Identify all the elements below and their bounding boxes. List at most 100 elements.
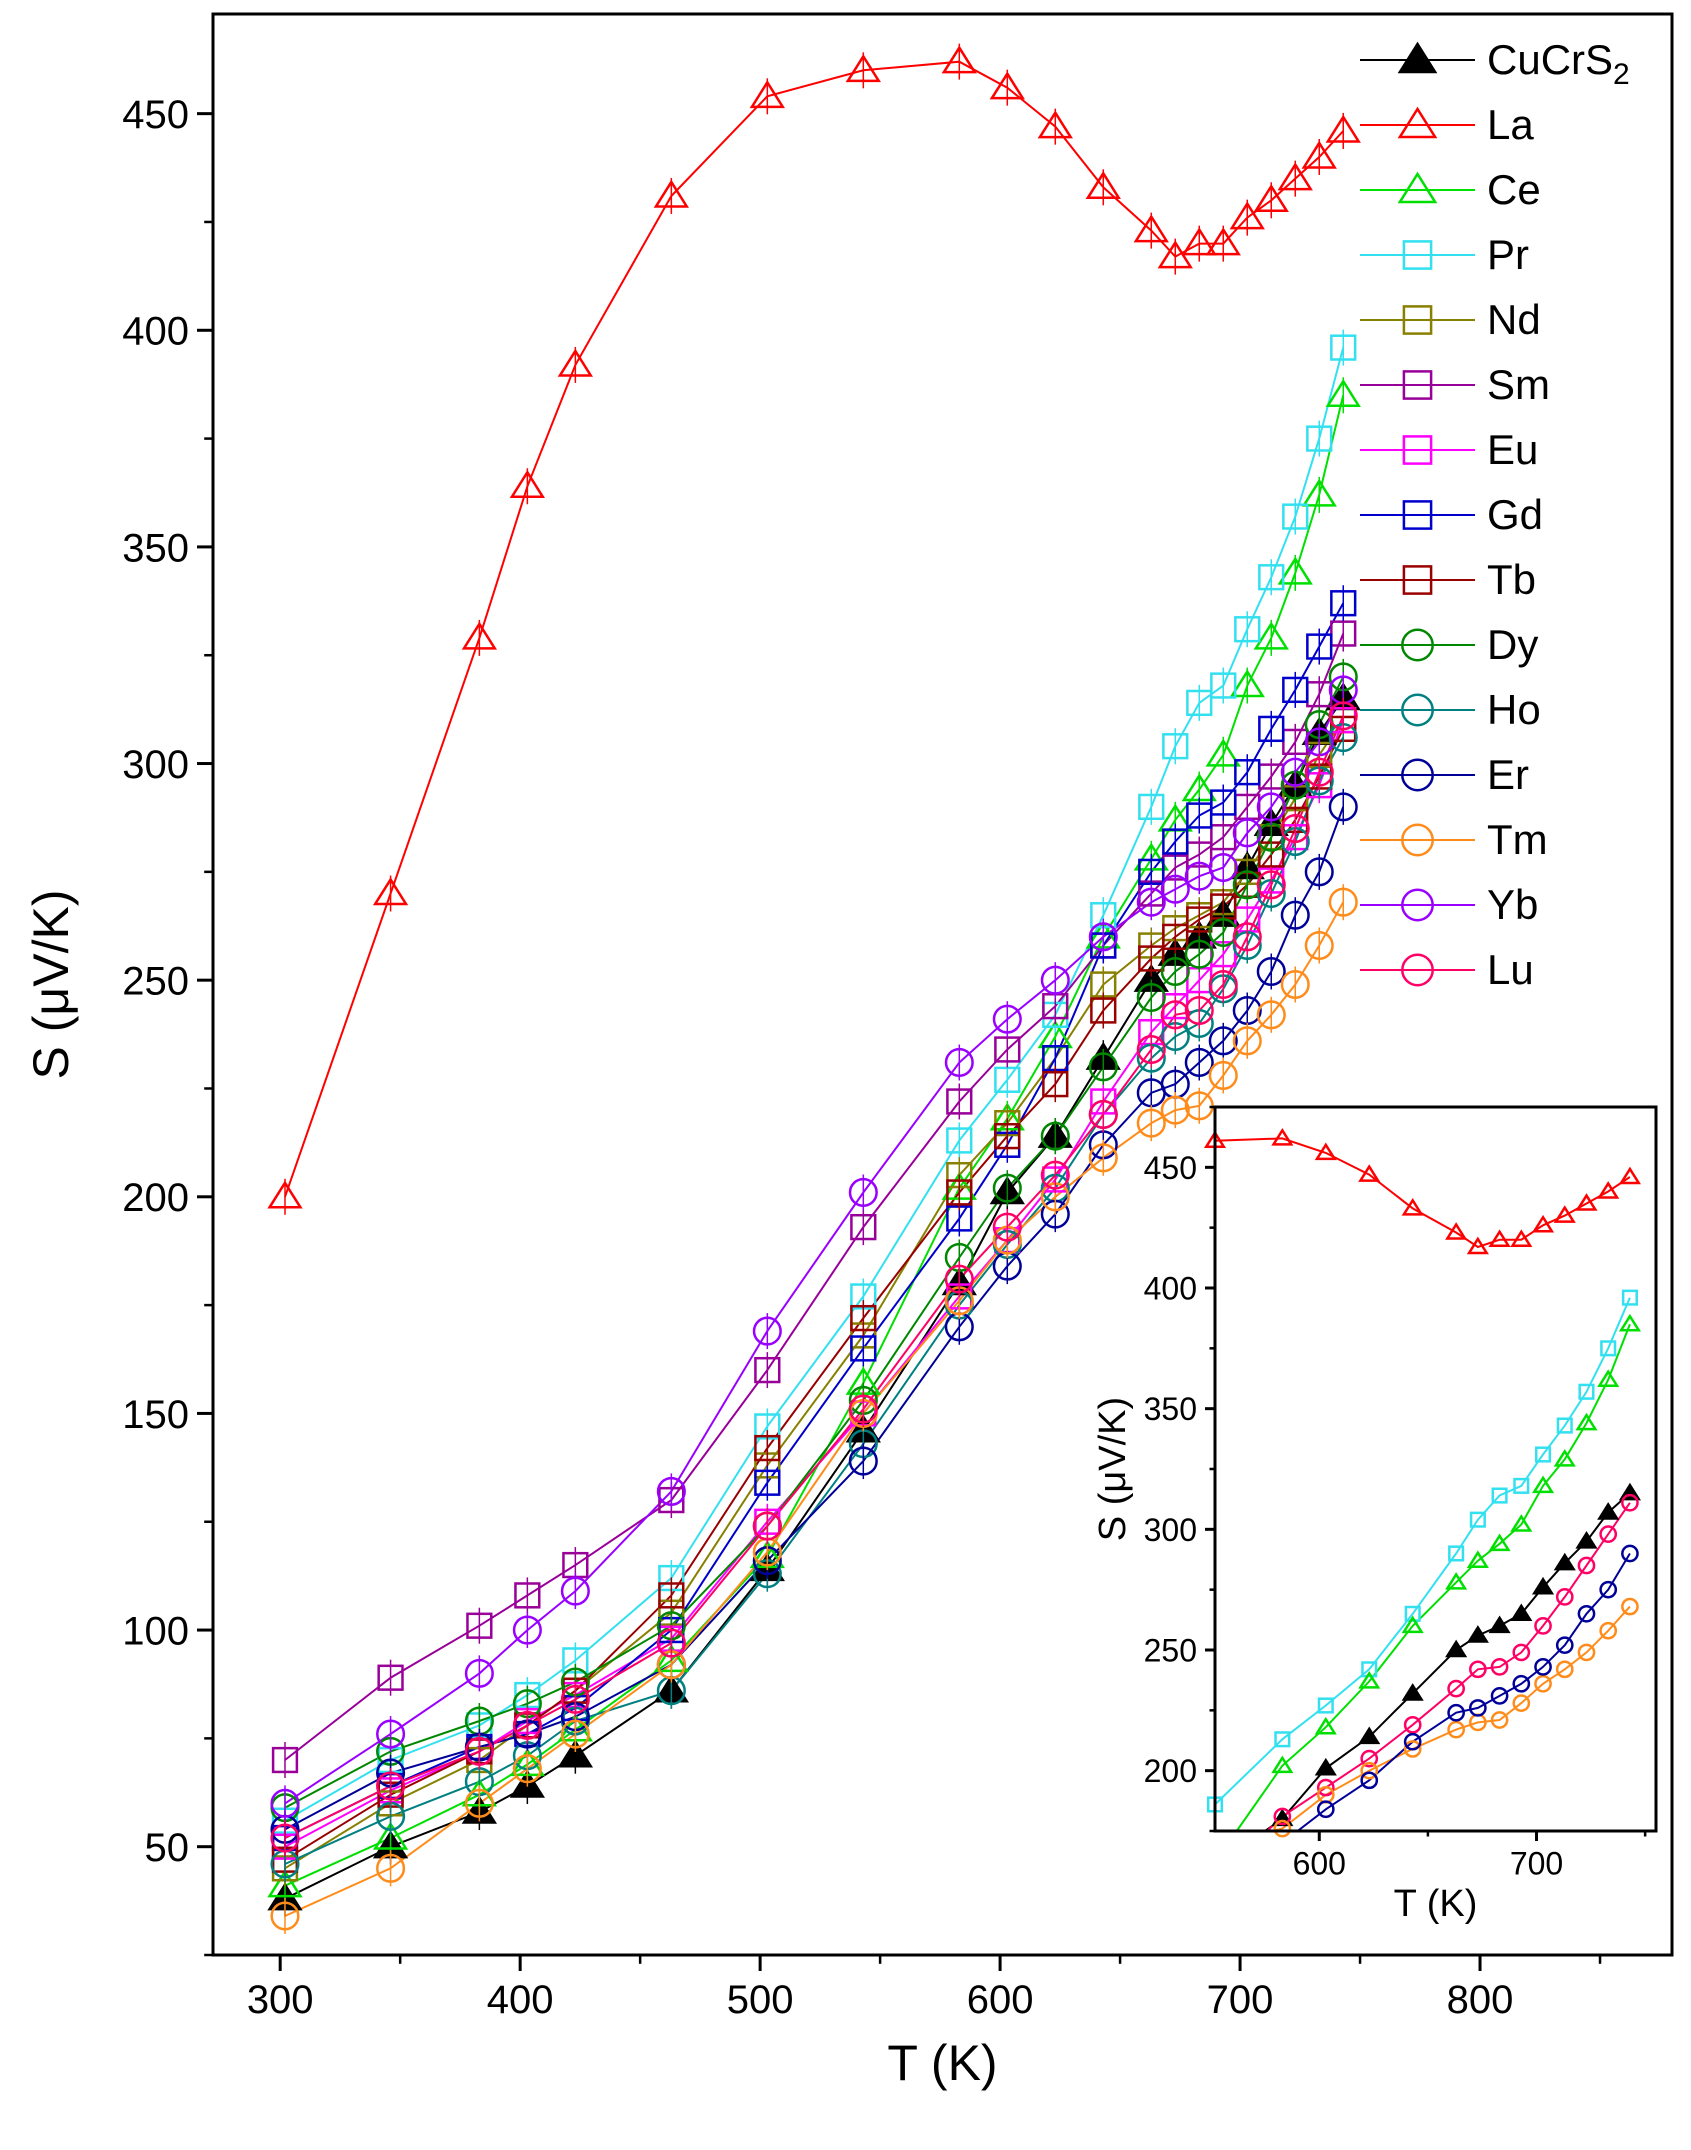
inset-point-ce xyxy=(1618,1313,1641,1332)
main-point-lu xyxy=(1304,757,1334,787)
main-point-tm xyxy=(376,1853,406,1883)
legend-marker-er xyxy=(1401,758,1434,792)
main-point-lu xyxy=(270,1823,300,1853)
main-point-sm xyxy=(377,1664,404,1691)
inset-point-la xyxy=(1575,1193,1598,1211)
main-point-gd xyxy=(1162,828,1189,855)
main-point-sm xyxy=(850,1213,877,1241)
legend-label-eu: Eu xyxy=(1487,426,1538,473)
main-y-tick-label: 450 xyxy=(122,93,189,137)
main-point-tm xyxy=(1280,969,1310,1000)
inset-y-tick-label: 200 xyxy=(1144,1753,1197,1789)
legend-label-dy: Dy xyxy=(1487,621,1538,668)
legend-label-cucrs2: CuCrS2 xyxy=(1487,36,1630,91)
inset-point-er xyxy=(1555,1636,1574,1655)
inset-y-axis-label: S (μV/K) xyxy=(1092,1397,1134,1541)
main-point-gd xyxy=(1234,759,1261,786)
main-point-gd xyxy=(754,1469,781,1496)
inset-point-pr xyxy=(1448,1545,1465,1562)
inset-point-pr xyxy=(1491,1487,1508,1504)
inset-y-tick-label: 250 xyxy=(1144,1633,1197,1669)
inset-line-er xyxy=(1296,1552,1631,1832)
main-plot: 300 400 500 600 700 800 50 100 150 200 250 300 350 40… xyxy=(23,12,1674,2091)
main-point-gd xyxy=(1138,858,1165,886)
inset-point-lu xyxy=(1577,1556,1596,1575)
main-point-pr xyxy=(1210,672,1237,699)
main-point-la xyxy=(509,469,546,499)
inset-point-cucrs2 xyxy=(1488,1615,1511,1634)
main-point-lu xyxy=(1160,1000,1190,1030)
main-point-lu xyxy=(1208,969,1238,1000)
inset-point-lu xyxy=(1469,1660,1487,1679)
main-point-yb xyxy=(1232,818,1262,848)
main-point-pr xyxy=(1234,616,1261,643)
inset-plot: 600 700 200 250 300 350 400 450 T (K) S (μV/K) xyxy=(1092,1105,1658,1941)
main-point-er xyxy=(1256,956,1286,987)
main-point-la xyxy=(1229,201,1265,230)
inset-point-la xyxy=(1466,1236,1489,1255)
inset-axes: 600 700 200 250 300 350 400 450 xyxy=(1144,1105,1647,1882)
main-point-yb xyxy=(848,1177,878,1208)
main-x-tick-label: 400 xyxy=(487,1978,554,2022)
main-point-pr xyxy=(1162,733,1189,760)
main-point-yb xyxy=(1280,757,1310,787)
main-point-dy xyxy=(1040,1121,1070,1151)
inset-point-la xyxy=(1618,1166,1641,1185)
inset-point-lu xyxy=(1555,1588,1574,1606)
main-point-la xyxy=(1325,114,1361,143)
main-point-la xyxy=(372,877,409,906)
inset-point-cucrs2 xyxy=(1445,1639,1468,1658)
main-point-dy xyxy=(1136,982,1166,1013)
main-axes: 300 400 500 600 700 800 50 100 150 200 250 300 350 40… xyxy=(122,93,1602,2022)
inset-point-tm xyxy=(1403,1740,1422,1758)
main-point-yb xyxy=(992,1004,1022,1034)
main-point-yb xyxy=(944,1047,974,1078)
legend-label-er: Er xyxy=(1487,751,1529,798)
legend-label-pr: Pr xyxy=(1487,231,1529,278)
legend-marker-gd xyxy=(1402,500,1433,530)
main-point-tm xyxy=(560,1719,590,1749)
main-point-tm xyxy=(1088,1143,1118,1173)
inset-point-cucrs2 xyxy=(1531,1576,1555,1595)
main-point-lu xyxy=(376,1771,406,1801)
inset-point-tm xyxy=(1555,1660,1574,1679)
inset-point-cucrs2 xyxy=(1575,1531,1598,1549)
inset-point-cucrs2 xyxy=(1401,1683,1424,1701)
inset-point-pr xyxy=(1469,1511,1486,1528)
main-point-ce xyxy=(1253,621,1289,650)
inset-point-cucrs2 xyxy=(1358,1726,1381,1745)
inset-point-la xyxy=(1401,1198,1424,1216)
inset-point-ce xyxy=(1445,1572,1468,1590)
inset-x-tick-label: 600 xyxy=(1293,1846,1346,1882)
main-point-tb xyxy=(1090,997,1117,1024)
main-point-lu xyxy=(752,1511,782,1541)
legend-label-nd: Nd xyxy=(1487,296,1541,343)
main-point-er xyxy=(1304,857,1334,887)
inset-point-tm xyxy=(1490,1711,1509,1729)
main-point-lu xyxy=(992,1212,1022,1242)
inset-point-lu xyxy=(1490,1658,1509,1676)
main-point-yb xyxy=(270,1788,300,1818)
inset-point-lu xyxy=(1599,1525,1618,1544)
main-point-la xyxy=(941,45,977,74)
inset-point-tm xyxy=(1599,1621,1618,1640)
inset-point-lu xyxy=(1621,1493,1639,1512)
inset-point-er xyxy=(1447,1703,1465,1722)
inset-point-pr xyxy=(1361,1661,1378,1678)
main-point-sm xyxy=(994,1036,1021,1063)
inset-point-lu xyxy=(1403,1715,1422,1734)
inset-x-axis-label: T (K) xyxy=(1394,1883,1478,1925)
main-point-pr xyxy=(1330,334,1357,361)
inset-point-cucrs2 xyxy=(1314,1757,1337,1776)
main-point-sm xyxy=(514,1582,541,1609)
inset-point-cucrs2 xyxy=(1510,1603,1533,1622)
main-point-lu xyxy=(1184,995,1214,1026)
main-y-tick-label: 200 xyxy=(122,1176,189,1220)
legend-label-yb: Yb xyxy=(1487,881,1538,928)
inset-point-pr xyxy=(1556,1417,1573,1434)
main-y-tick-label: 400 xyxy=(122,310,189,354)
inset-point-er xyxy=(1512,1674,1531,1693)
main-point-tb xyxy=(946,1179,973,1206)
main-point-lu xyxy=(944,1264,974,1294)
inset-background xyxy=(1215,1107,1656,1941)
